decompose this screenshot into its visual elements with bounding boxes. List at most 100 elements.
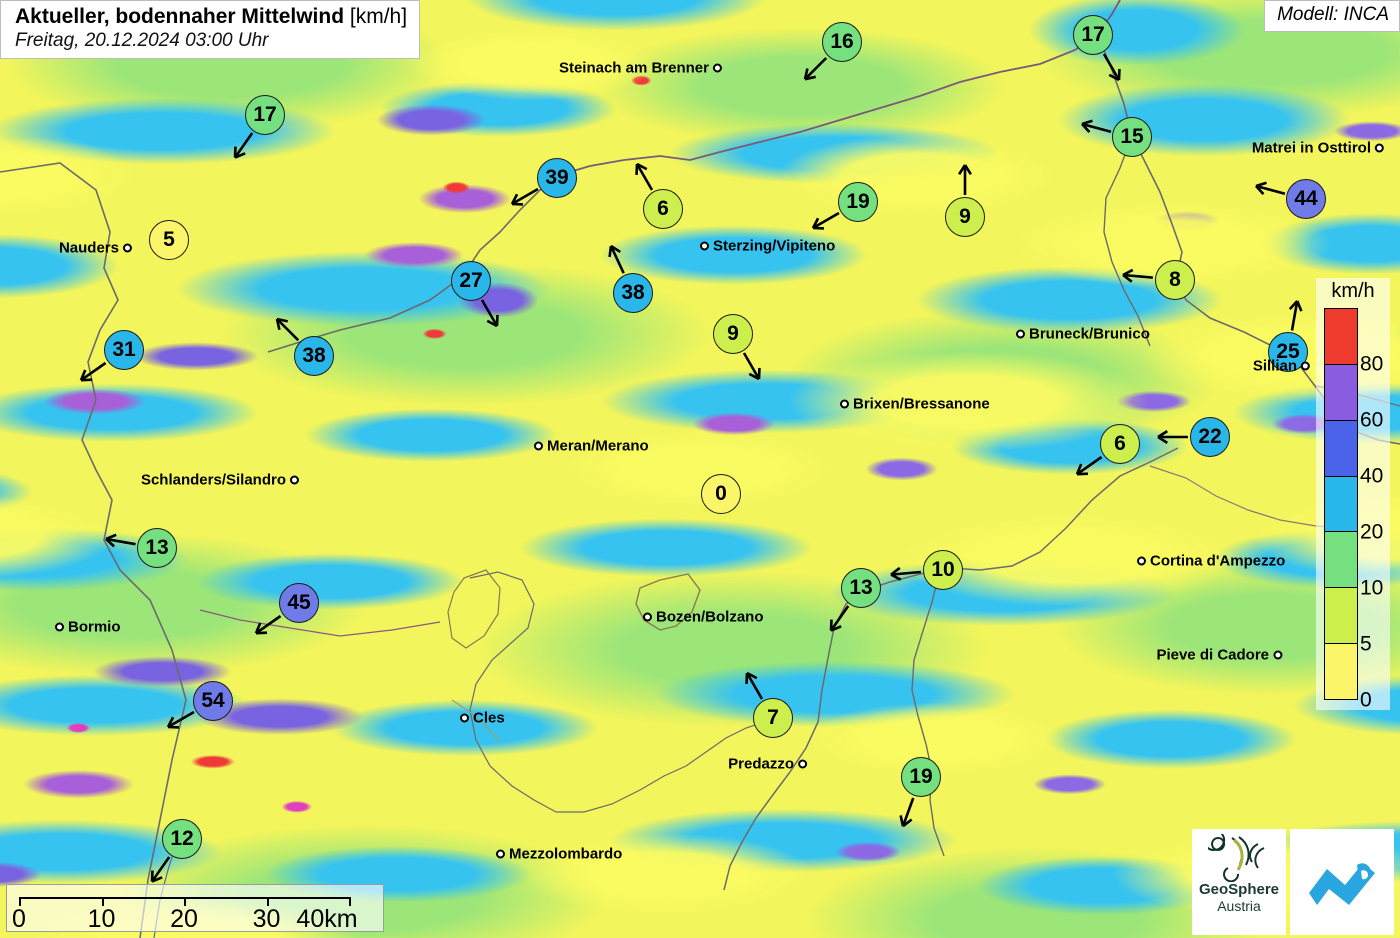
wind-station-marker[interactable]: 27 — [451, 261, 491, 301]
border-trentino-south — [556, 721, 765, 813]
chevron-logo-icon — [1309, 863, 1375, 905]
wind-station-marker[interactable]: 44 — [1286, 179, 1326, 219]
color-legend: km/h 80 60 40 20 10 5 0 — [1316, 278, 1392, 711]
wind-station-marker[interactable]: 54 — [193, 681, 233, 721]
wind-station-marker[interactable]: 10 — [923, 550, 963, 590]
place-label: Pieve di Cadore — [1156, 647, 1282, 664]
legend-band-0 — [1325, 644, 1357, 700]
legend-tick-5: 5 — [1360, 632, 1372, 656]
geosphere-name: GeoSphere — [1198, 881, 1280, 898]
legend-tick-80: 80 — [1360, 352, 1384, 376]
wind-station-marker[interactable]: 45 — [279, 583, 319, 623]
city-marker-icon — [55, 622, 64, 632]
city-marker-icon — [1273, 650, 1282, 660]
place-name: Cortina d'Ampezzo — [1150, 552, 1286, 570]
wind-station-marker[interactable]: 39 — [537, 158, 577, 198]
legend-tick-labels: 80 60 40 20 10 5 0 — [1360, 308, 1392, 711]
legend-tick-40: 40 — [1360, 464, 1384, 488]
place-label: Mezzolombardo — [496, 846, 622, 863]
legend-tick-10: 10 — [1360, 576, 1384, 600]
place-name: Sterzing/Vipiteno — [713, 237, 836, 255]
scale-label-10: 10 — [87, 905, 116, 933]
place-name: Bozen/Bolzano — [656, 608, 764, 626]
wind-station-marker[interactable]: 17 — [245, 95, 285, 135]
place-label: Cles — [460, 710, 505, 727]
place-label: Meran/Merano — [534, 438, 649, 455]
wind-station-marker[interactable]: 6 — [643, 189, 683, 229]
legend-band-40 — [1325, 420, 1357, 477]
wind-station-marker[interactable]: 13 — [137, 528, 177, 568]
border-belluno — [911, 569, 945, 857]
scale-label-20: 20 — [170, 905, 198, 933]
wind-station-marker[interactable]: 38 — [613, 273, 653, 313]
place-label: Steinach am Brenner — [559, 60, 722, 77]
wind-station-marker[interactable]: 31 — [104, 330, 144, 370]
wind-station-marker[interactable]: 22 — [1190, 417, 1230, 457]
wind-station-marker[interactable]: 13 — [841, 568, 881, 608]
wind-station-marker[interactable]: 9 — [945, 197, 985, 237]
place-name: Sillian — [1252, 357, 1297, 375]
scale-tick-mark — [184, 897, 186, 906]
scale-tick-mark — [19, 897, 21, 906]
place-name: Bruneck/Brunico — [1029, 325, 1150, 343]
place-label: Sterzing/Vipiteno — [700, 238, 835, 255]
place-label: Predazzo — [728, 756, 807, 773]
legend-unit-label: km/h — [1331, 280, 1375, 302]
border-south — [723, 589, 867, 891]
border-dolomites — [865, 447, 1179, 591]
wind-station-marker[interactable]: 38 — [294, 336, 334, 376]
place-label: Cortina d'Ampezzo — [1137, 553, 1285, 570]
place-label: Schlanders/Silandro — [141, 472, 299, 489]
place-name: Bormio — [68, 618, 121, 636]
title-box: Aktueller, bodennaher Mittelwind [km/h] … — [0, 0, 421, 60]
city-marker-icon — [290, 475, 299, 485]
wind-station-marker[interactable]: 0 — [701, 474, 741, 514]
title-unit: [km/h] — [349, 5, 408, 28]
scale-bar: 0 10 20 30 40km — [6, 884, 384, 933]
legend-band-20 — [1325, 476, 1357, 533]
wind-station-marker[interactable]: 6 — [1100, 424, 1140, 464]
place-name: Schlanders/Silandro — [140, 471, 286, 489]
city-marker-icon — [713, 63, 722, 73]
legend-band-60 — [1325, 364, 1357, 421]
border-vinschgau — [267, 177, 557, 353]
scale-label-30: 30 — [252, 905, 281, 933]
place-label: Bozen/Bolzano — [643, 609, 764, 626]
municipal-west — [447, 569, 501, 649]
border-trentino-west — [469, 571, 557, 813]
legend-tick-20: 20 — [1360, 520, 1384, 544]
city-marker-icon — [1375, 143, 1384, 153]
city-marker-icon — [700, 241, 709, 251]
wind-station-marker[interactable]: 12 — [162, 819, 202, 859]
place-name: Cles — [473, 709, 505, 727]
city-marker-icon — [798, 759, 807, 769]
place-label: Matrei in Osttirol — [1252, 140, 1384, 157]
place-label: Bruneck/Brunico — [1016, 326, 1150, 343]
wind-station-marker[interactable]: 8 — [1155, 260, 1195, 300]
city-marker-icon — [840, 399, 849, 409]
place-name: Predazzo — [728, 755, 794, 773]
wind-station-marker[interactable]: 17 — [1073, 15, 1113, 55]
place-label: Sillian — [1253, 358, 1310, 375]
city-marker-icon — [534, 441, 543, 451]
geosphere-logo: GeoSphere Austria — [1192, 829, 1286, 935]
place-name: Meran/Merano — [547, 437, 649, 455]
legend-band-80 — [1325, 309, 1357, 365]
model-label: Modell: INCA — [1264, 0, 1400, 32]
wind-station-marker[interactable]: 5 — [149, 220, 189, 260]
legend-colorbar — [1324, 308, 1358, 700]
wind-station-marker[interactable]: 16 — [822, 22, 862, 62]
wind-station-marker[interactable]: 15 — [1112, 117, 1152, 157]
place-name: Brixen/Bressanone — [853, 395, 990, 413]
page-title: Aktueller, bodennaher Mittelwind [km/h] — [15, 5, 407, 30]
wind-station-marker[interactable]: 19 — [901, 757, 941, 797]
place-name: Steinach am Brenner — [558, 59, 709, 77]
wind-station-marker[interactable]: 7 — [753, 698, 793, 738]
legend-tick-60: 60 — [1360, 408, 1384, 432]
place-label: Nauders — [59, 240, 132, 257]
scale-tick-mark — [266, 897, 269, 906]
border-west — [0, 162, 187, 938]
wind-station-marker[interactable]: 19 — [838, 182, 878, 222]
wind-station-marker[interactable]: 9 — [713, 314, 753, 354]
